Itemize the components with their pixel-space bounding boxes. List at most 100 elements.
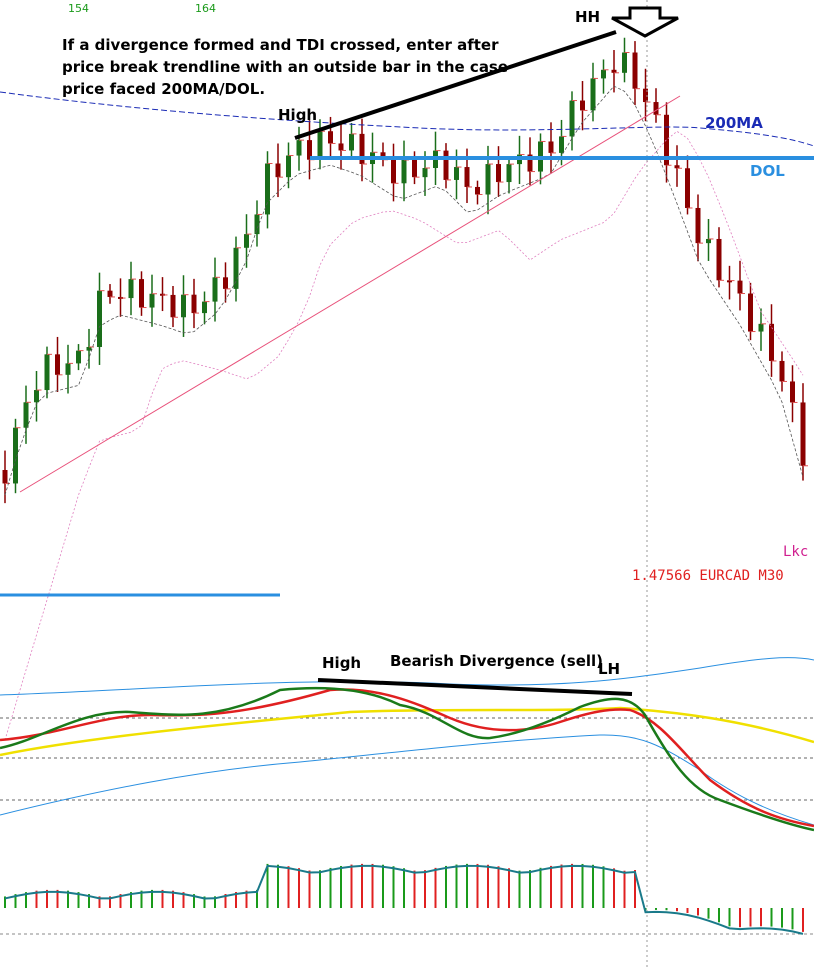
ma-dashed [4, 85, 804, 496]
candle-body [548, 141, 554, 153]
divergence-line [294, 30, 617, 140]
candle-body [65, 363, 71, 375]
candle-body [13, 427, 18, 484]
lower-band [0, 734, 814, 826]
candle-body [653, 102, 659, 115]
candle-body [107, 290, 113, 297]
candle-body [622, 52, 627, 73]
dol-label: DOL [750, 162, 785, 180]
candle-body [359, 133, 365, 165]
candle-body [391, 159, 396, 184]
candle-body [779, 360, 785, 382]
price-line [0, 688, 814, 828]
lh-label: LH [598, 660, 620, 678]
candle-body [317, 131, 323, 160]
candle-body [748, 293, 753, 332]
high-label: High [322, 654, 361, 672]
candle-body [422, 167, 428, 178]
bar-number: 154 [68, 2, 89, 15]
candle-body [769, 323, 774, 361]
candle-body [233, 247, 239, 289]
candle-body [527, 154, 533, 172]
candle-body [265, 163, 270, 215]
upper-band [0, 657, 814, 696]
candle-body [611, 69, 617, 73]
candle-body [496, 164, 501, 183]
candle-body [191, 294, 197, 314]
candle-body [275, 163, 281, 178]
candle-body [758, 323, 764, 332]
candle-body [244, 234, 249, 248]
candle-body [580, 100, 585, 111]
price-panel [2, 37, 808, 741]
candle-body [674, 165, 680, 169]
candle-body [727, 280, 732, 283]
candle-body [76, 350, 81, 364]
candle-body [643, 88, 648, 103]
rsi-line [0, 686, 814, 832]
candle-body [170, 294, 176, 318]
high-label: High [278, 106, 317, 124]
annotation-line: If a divergence formed and TDI crossed, … [62, 36, 499, 54]
signal-line [0, 706, 814, 757]
candle-body [23, 402, 29, 428]
candle-body [601, 69, 606, 79]
candle-body [2, 470, 8, 484]
candle-body [286, 155, 291, 178]
candle-body [97, 290, 102, 347]
candle-body [737, 280, 743, 294]
candle-body [664, 114, 669, 166]
candle-body [716, 238, 722, 281]
ma200-label: 200MA [705, 114, 763, 132]
candle-body [128, 279, 134, 299]
histogram [4, 863, 804, 935]
divergence-label: Bearish Divergence (sell) [390, 652, 603, 670]
divergence-line [317, 678, 633, 696]
candle-body [790, 381, 795, 403]
hh-label: HH [575, 8, 600, 26]
price-info: 1.47566 EURCAD M30 [632, 568, 784, 584]
candle-body [695, 207, 701, 244]
candle-body [506, 164, 512, 183]
candle-body [338, 143, 344, 151]
arrow [611, 6, 679, 38]
candle-body [454, 167, 459, 180]
candle-body [443, 150, 449, 180]
ma-dotted [4, 130, 804, 741]
candle-body [464, 167, 470, 187]
candle-body [149, 293, 155, 308]
candle-body [412, 159, 417, 178]
candle-body [139, 279, 144, 308]
annotation-line: price faced 200MA/DOL. [62, 80, 265, 98]
candle-body [296, 140, 302, 156]
candle-body [559, 136, 564, 153]
candle-body [485, 164, 491, 195]
candle-body [706, 238, 711, 244]
candle-body [349, 133, 354, 151]
candle-body [181, 294, 186, 318]
indicator-name: Lkc [783, 544, 808, 560]
bar-number: 164 [195, 2, 216, 15]
candle-body [44, 354, 50, 391]
annotation-line: price break trendline with an outside ba… [62, 58, 508, 76]
candle-body [590, 78, 596, 111]
candle-body [202, 301, 207, 314]
ma200-line [0, 91, 814, 147]
candle-body [475, 186, 480, 195]
candle-body [685, 168, 690, 208]
candle-body [632, 52, 638, 89]
hist-line [4, 864, 804, 935]
candle-body [212, 277, 218, 302]
candle-body [254, 214, 260, 235]
candle-body [34, 390, 39, 403]
candle-body [800, 402, 806, 466]
candle-body [86, 346, 92, 351]
candle-body [569, 100, 575, 137]
candle-body [307, 140, 312, 160]
trendline [19, 95, 681, 493]
candle-body [328, 131, 333, 144]
tdi-panel: High Bearish Divergence (sell) LH [0, 652, 814, 935]
candle-body [55, 354, 60, 375]
